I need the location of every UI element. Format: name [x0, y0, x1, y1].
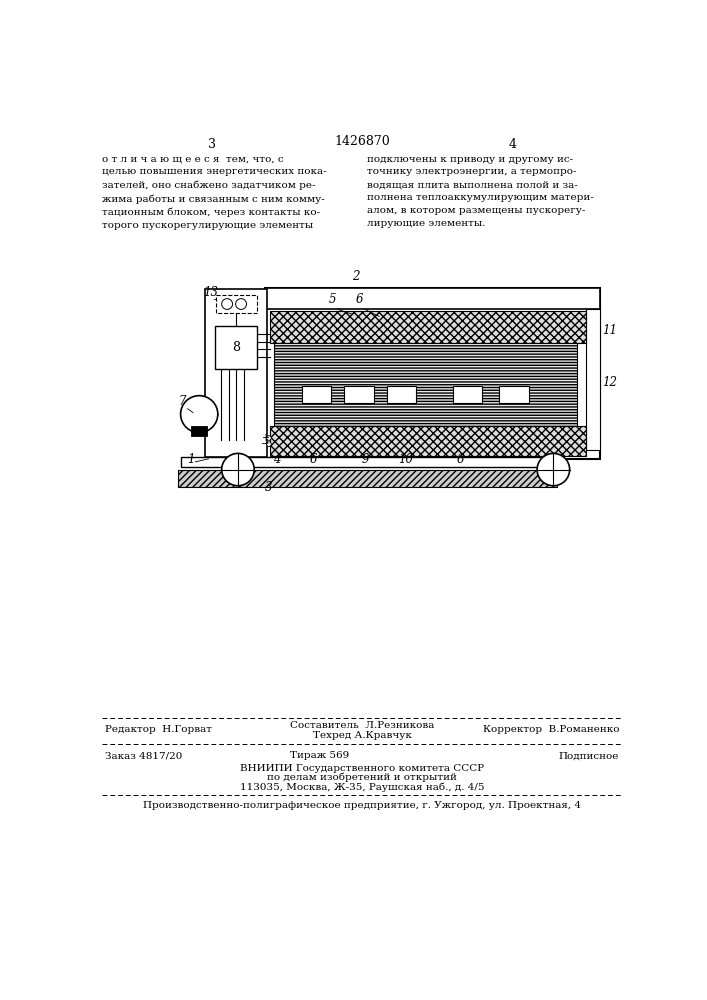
Text: 4: 4	[273, 453, 280, 466]
Text: Тираж 569: Тираж 569	[290, 751, 349, 760]
Text: Составитель  Л.Резникова: Составитель Л.Резникова	[290, 721, 434, 730]
Circle shape	[222, 299, 233, 309]
Text: 5: 5	[329, 293, 336, 306]
Text: +: +	[261, 433, 269, 443]
Text: Производственно-полиграфическое предприятие, г. Ужгород, ул. Проектная, 4: Производственно-полиграфическое предприя…	[143, 801, 581, 810]
Bar	[586, 309, 600, 450]
Circle shape	[537, 453, 570, 486]
Text: 6: 6	[457, 453, 464, 466]
Text: 2: 2	[352, 270, 359, 283]
Text: 11: 11	[602, 324, 617, 337]
Bar	[270, 311, 586, 343]
Circle shape	[267, 442, 271, 446]
Text: 3: 3	[265, 481, 273, 494]
Text: −: −	[261, 439, 269, 449]
Bar	[192, 426, 207, 436]
Text: подключены к приводу и другому ис-
точнику электроэнергии, а термопро-
водящая п: подключены к приводу и другому ис- точни…	[368, 155, 594, 228]
Text: о т л и ч а ю щ е е с я  тем, что, с
целью повышения энергетических пока-
зателе: о т л и ч а ю щ е е с я тем, что, с цель…	[103, 155, 327, 230]
Bar	[452, 386, 482, 403]
Text: Корректор  В.Романенко: Корректор В.Романенко	[483, 725, 619, 734]
Bar	[265, 288, 600, 459]
Text: 13: 13	[203, 286, 218, 299]
Circle shape	[235, 299, 247, 309]
Text: 4: 4	[509, 138, 517, 151]
Text: 9: 9	[361, 453, 368, 466]
Bar	[499, 386, 529, 403]
Text: 113035, Москва, Ж-35, Раушская наб., д. 4/5: 113035, Москва, Ж-35, Раушская наб., д. …	[240, 782, 484, 792]
Bar	[215, 326, 257, 369]
Text: 6: 6	[309, 453, 317, 466]
Bar	[274, 343, 577, 426]
Circle shape	[222, 453, 255, 486]
Text: Редактор  Н.Горват: Редактор Н.Горват	[105, 725, 212, 734]
Text: 10: 10	[398, 453, 414, 466]
Text: 12: 12	[602, 376, 617, 389]
Circle shape	[180, 396, 218, 433]
Text: 6: 6	[356, 293, 363, 306]
Bar	[301, 386, 331, 403]
Bar	[265, 288, 600, 309]
Text: 7: 7	[179, 395, 187, 408]
Text: 8: 8	[232, 341, 240, 354]
Bar	[182, 457, 554, 466]
Text: Заказ 4817/20: Заказ 4817/20	[105, 751, 183, 760]
Bar	[270, 426, 586, 456]
Text: Подписное: Подписное	[559, 751, 619, 760]
Bar	[204, 289, 267, 457]
Bar	[344, 386, 373, 403]
Text: Техред А.Кравчук: Техред А.Кравчук	[312, 731, 411, 740]
Text: по делам изобретений и открытий: по делам изобретений и открытий	[267, 773, 457, 782]
Bar	[177, 470, 557, 487]
Text: ВНИИПИ Государственного комитета СССР: ВНИИПИ Государственного комитета СССР	[240, 764, 484, 773]
Circle shape	[267, 436, 271, 440]
Bar	[387, 386, 416, 403]
Text: 1: 1	[187, 453, 195, 466]
Bar	[216, 295, 257, 313]
Text: 1426870: 1426870	[334, 135, 390, 148]
Text: 3: 3	[209, 138, 216, 151]
